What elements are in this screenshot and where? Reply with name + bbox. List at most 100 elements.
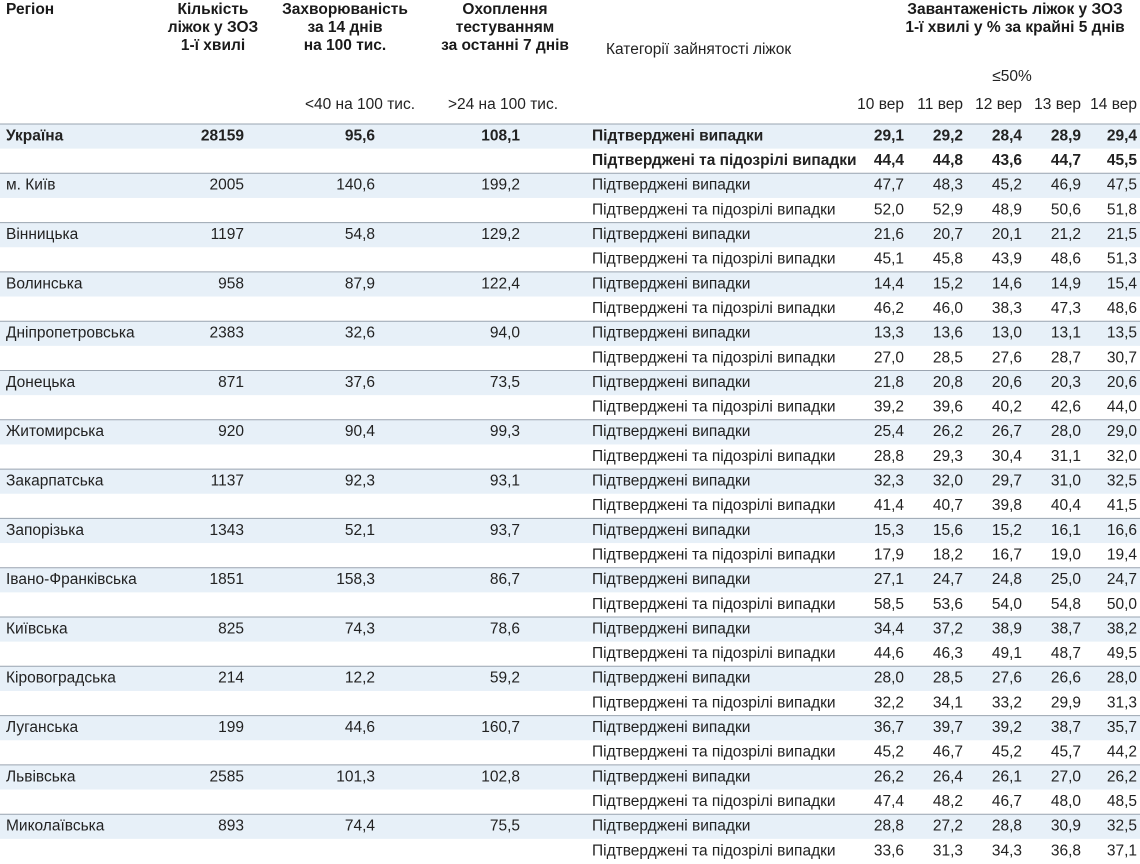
header-incidence: за 14 днів bbox=[307, 19, 382, 36]
beds: 28159 bbox=[201, 127, 244, 144]
row-band bbox=[0, 469, 1140, 494]
category: Підтверджені та підозрілі випадки bbox=[592, 251, 836, 268]
region-name: Івано-Франківська bbox=[6, 571, 137, 588]
day-value: 48,2 bbox=[933, 793, 963, 810]
testing-threshold: >24 на 100 тис. bbox=[448, 96, 558, 113]
day-value: 47,7 bbox=[874, 177, 904, 194]
day-value: 29,0 bbox=[1107, 423, 1138, 440]
day-value: 15,6 bbox=[933, 522, 963, 539]
day-value: 21,8 bbox=[874, 374, 904, 391]
day-value: 46,0 bbox=[933, 300, 964, 317]
row-band bbox=[0, 124, 1140, 149]
day-value: 26,1 bbox=[992, 768, 1022, 785]
incidence: 52,1 bbox=[345, 522, 375, 539]
category: Підтверджені випадки bbox=[592, 719, 750, 736]
day-value: 16,6 bbox=[1107, 522, 1137, 539]
day-header: 10 вер bbox=[857, 96, 904, 113]
day-value: 30,4 bbox=[992, 448, 1023, 465]
day-value: 13,5 bbox=[1107, 325, 1137, 342]
beds: 893 bbox=[218, 818, 244, 835]
incidence-threshold: <40 на 100 тис. bbox=[305, 96, 415, 113]
category: Підтверджені випадки bbox=[592, 423, 750, 440]
header-testing: за останні 7 днів bbox=[441, 37, 569, 54]
day-value: 29,1 bbox=[874, 127, 905, 144]
header-beds: ліжок у ЗОЗ bbox=[168, 19, 259, 36]
day-value: 32,5 bbox=[1107, 818, 1137, 835]
row-band bbox=[0, 222, 1140, 248]
day-value: 27,0 bbox=[874, 349, 905, 366]
day-value: 26,2 bbox=[1107, 768, 1137, 785]
testing: 78,6 bbox=[490, 620, 520, 637]
day-value: 15,2 bbox=[933, 275, 963, 292]
beds: 2005 bbox=[210, 177, 244, 194]
day-value: 47,3 bbox=[1051, 300, 1081, 317]
day-value: 27,6 bbox=[992, 670, 1022, 687]
day-value: 31,0 bbox=[1051, 473, 1082, 490]
day-value: 39,7 bbox=[933, 719, 963, 736]
row-band bbox=[0, 271, 1140, 297]
day-value: 27,1 bbox=[874, 571, 904, 588]
region-name: Луганська bbox=[6, 719, 79, 736]
beds: 1343 bbox=[210, 522, 244, 539]
day-value: 38,9 bbox=[992, 620, 1022, 637]
day-value: 29,2 bbox=[933, 127, 963, 144]
day-value: 28,4 bbox=[992, 127, 1023, 144]
beds: 958 bbox=[218, 275, 244, 292]
day-value: 28,5 bbox=[933, 670, 963, 687]
category: Підтверджені випадки bbox=[592, 768, 750, 785]
testing: 99,3 bbox=[490, 423, 520, 440]
day-value: 46,9 bbox=[1051, 177, 1081, 194]
day-value: 45,1 bbox=[874, 251, 904, 268]
day-value: 19,0 bbox=[1051, 546, 1082, 563]
day-value: 49,1 bbox=[992, 645, 1022, 662]
region-name: Донецька bbox=[6, 374, 76, 391]
testing: 93,1 bbox=[490, 473, 520, 490]
day-value: 13,6 bbox=[933, 325, 963, 342]
incidence: 95,6 bbox=[345, 127, 376, 144]
header-beds: 1-ї хвилі bbox=[181, 37, 245, 54]
day-header: 13 вер bbox=[1034, 96, 1081, 113]
day-value: 35,7 bbox=[1107, 719, 1137, 736]
row-band bbox=[0, 814, 1140, 839]
category: Підтверджені випадки bbox=[592, 473, 750, 490]
day-value: 53,6 bbox=[933, 596, 963, 613]
region-name: Запорізька bbox=[6, 522, 84, 539]
header-testing: тестуванням bbox=[456, 19, 554, 36]
day-value: 18,2 bbox=[933, 546, 963, 563]
header-incidence: Захворюваність bbox=[282, 1, 408, 18]
day-value: 44,2 bbox=[1107, 744, 1137, 761]
category: Підтверджені та підозрілі випадки bbox=[592, 793, 836, 810]
threshold: ≤50% bbox=[992, 68, 1032, 85]
incidence: 74,4 bbox=[345, 818, 376, 835]
day-value: 33,2 bbox=[992, 694, 1022, 711]
incidence: 37,6 bbox=[345, 374, 375, 391]
day-value: 48,9 bbox=[992, 201, 1022, 218]
day-value: 20,1 bbox=[992, 226, 1022, 243]
beds: 1851 bbox=[210, 571, 244, 588]
day-value: 28,7 bbox=[1051, 349, 1081, 366]
day-value: 41,5 bbox=[1107, 497, 1137, 514]
day-value: 28,0 bbox=[1107, 670, 1138, 687]
header-testing: Охоплення bbox=[462, 1, 547, 18]
day-value: 15,4 bbox=[1107, 275, 1138, 292]
day-value: 52,0 bbox=[874, 201, 905, 218]
incidence: 158,3 bbox=[336, 571, 375, 588]
category: Підтверджені та підозрілі випадки bbox=[592, 300, 836, 317]
day-value: 36,7 bbox=[874, 719, 904, 736]
day-value: 27,0 bbox=[1051, 768, 1082, 785]
day-value: 45,7 bbox=[1051, 744, 1081, 761]
day-value: 24,7 bbox=[1107, 571, 1137, 588]
day-value: 52,9 bbox=[933, 201, 963, 218]
day-value: 42,6 bbox=[1051, 399, 1081, 416]
day-value: 26,4 bbox=[933, 768, 964, 785]
day-value: 44,4 bbox=[874, 152, 905, 169]
testing: 122,4 bbox=[481, 275, 520, 292]
day-value: 37,2 bbox=[933, 620, 963, 637]
day-value: 25,4 bbox=[874, 423, 905, 440]
day-value: 14,4 bbox=[874, 275, 905, 292]
day-value: 38,7 bbox=[1051, 719, 1081, 736]
testing: 59,2 bbox=[490, 670, 520, 687]
row-band bbox=[0, 617, 1140, 642]
day-value: 15,2 bbox=[992, 522, 1022, 539]
